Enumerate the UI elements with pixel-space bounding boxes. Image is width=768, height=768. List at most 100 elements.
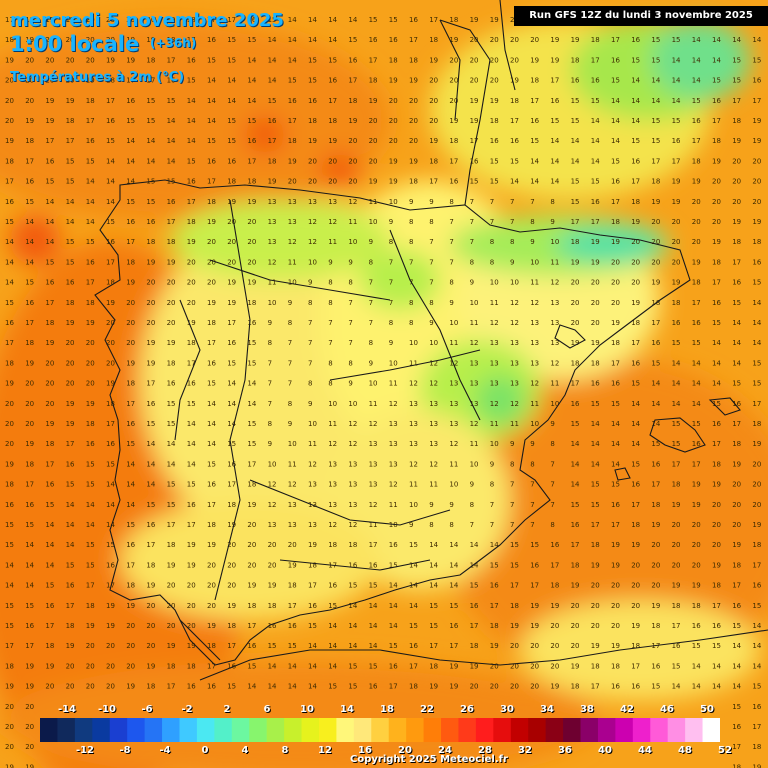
svg-text:15: 15 [732,622,741,630]
svg-text:15: 15 [328,56,337,64]
svg-text:16: 16 [5,501,14,509]
svg-text:15: 15 [5,541,14,549]
svg-text:15: 15 [187,157,196,165]
svg-text:19: 19 [167,339,176,347]
svg-text:18: 18 [25,339,34,347]
svg-text:19: 19 [631,299,640,307]
svg-text:14: 14 [167,440,176,448]
svg-text:18: 18 [752,420,761,428]
svg-text:13: 13 [530,339,539,347]
svg-text:20: 20 [752,157,761,165]
svg-text:18: 18 [692,157,701,165]
svg-text:13: 13 [328,198,337,206]
svg-text:15: 15 [247,117,256,125]
svg-text:19: 19 [429,683,438,691]
svg-text:15: 15 [369,662,378,670]
svg-text:14: 14 [5,238,14,246]
svg-text:15: 15 [389,642,398,650]
svg-text:14: 14 [732,36,741,44]
svg-text:15: 15 [126,117,135,125]
svg-text:20: 20 [571,279,580,287]
svg-text:11: 11 [449,460,458,468]
svg-text:15: 15 [631,137,640,145]
svg-text:15: 15 [712,400,721,408]
svg-text:18: 18 [45,642,54,650]
svg-text:17: 17 [429,178,438,186]
svg-text:13: 13 [348,481,357,489]
svg-text:19: 19 [167,642,176,650]
run-info: Run GFS 12Z du lundi 3 novembre 2025 [514,6,768,26]
legend-label-top: 30 [500,704,514,715]
svg-text:15: 15 [611,77,620,85]
svg-text:9: 9 [409,521,413,529]
svg-text:12: 12 [348,440,357,448]
legend-swatch [371,718,390,742]
svg-text:19: 19 [409,77,418,85]
svg-text:16: 16 [348,56,357,64]
svg-text:8: 8 [409,319,413,327]
svg-text:19: 19 [732,218,741,226]
svg-text:18: 18 [187,339,196,347]
svg-text:20: 20 [5,743,14,751]
svg-text:20: 20 [530,642,539,650]
svg-text:18: 18 [187,662,196,670]
svg-text:14: 14 [5,582,14,590]
svg-text:10: 10 [510,279,519,287]
svg-text:20: 20 [409,117,418,125]
svg-text:15: 15 [207,380,216,388]
svg-text:19: 19 [126,279,135,287]
svg-text:14: 14 [146,157,155,165]
svg-text:7: 7 [550,501,554,509]
svg-text:14: 14 [752,622,761,630]
svg-text:17: 17 [369,541,378,549]
svg-text:16: 16 [550,97,559,105]
svg-text:19: 19 [631,218,640,226]
svg-text:15: 15 [146,97,155,105]
svg-text:19: 19 [672,279,681,287]
svg-text:17: 17 [692,460,701,468]
svg-text:15: 15 [732,77,741,85]
svg-text:7: 7 [490,218,494,226]
svg-text:18: 18 [348,97,357,105]
svg-text:19: 19 [470,16,479,24]
svg-text:15: 15 [86,481,95,489]
svg-text:18: 18 [86,299,95,307]
svg-text:15: 15 [651,117,660,125]
svg-text:14: 14 [692,683,701,691]
svg-text:18: 18 [268,157,277,165]
svg-text:11: 11 [449,339,458,347]
svg-text:13: 13 [288,218,297,226]
svg-text:16: 16 [5,319,14,327]
svg-text:19: 19 [187,319,196,327]
svg-text:14: 14 [611,460,620,468]
svg-text:14: 14 [288,662,297,670]
svg-text:19: 19 [672,501,681,509]
svg-text:14: 14 [672,683,681,691]
legend-label-bottom: 48 [678,745,692,756]
svg-text:20: 20 [167,319,176,327]
svg-text:12: 12 [470,339,479,347]
svg-text:17: 17 [66,137,75,145]
svg-text:18: 18 [5,157,14,165]
legend-swatch [388,718,407,742]
svg-text:14: 14 [631,400,640,408]
svg-text:20: 20 [308,178,317,186]
svg-text:14: 14 [752,319,761,327]
svg-text:10: 10 [470,460,479,468]
svg-text:14: 14 [308,662,317,670]
svg-text:8: 8 [288,400,292,408]
svg-text:14: 14 [146,440,155,448]
svg-text:18: 18 [732,238,741,246]
svg-text:16: 16 [288,97,297,105]
svg-text:20: 20 [712,521,721,529]
svg-text:15: 15 [490,157,499,165]
svg-text:15: 15 [328,683,337,691]
legend-swatch [336,718,355,742]
svg-text:19: 19 [712,481,721,489]
svg-text:7: 7 [348,319,352,327]
svg-text:9: 9 [308,279,312,287]
svg-text:16: 16 [651,339,660,347]
legend-label-top: -6 [141,704,153,715]
svg-text:20: 20 [328,178,337,186]
svg-text:20: 20 [651,541,660,549]
